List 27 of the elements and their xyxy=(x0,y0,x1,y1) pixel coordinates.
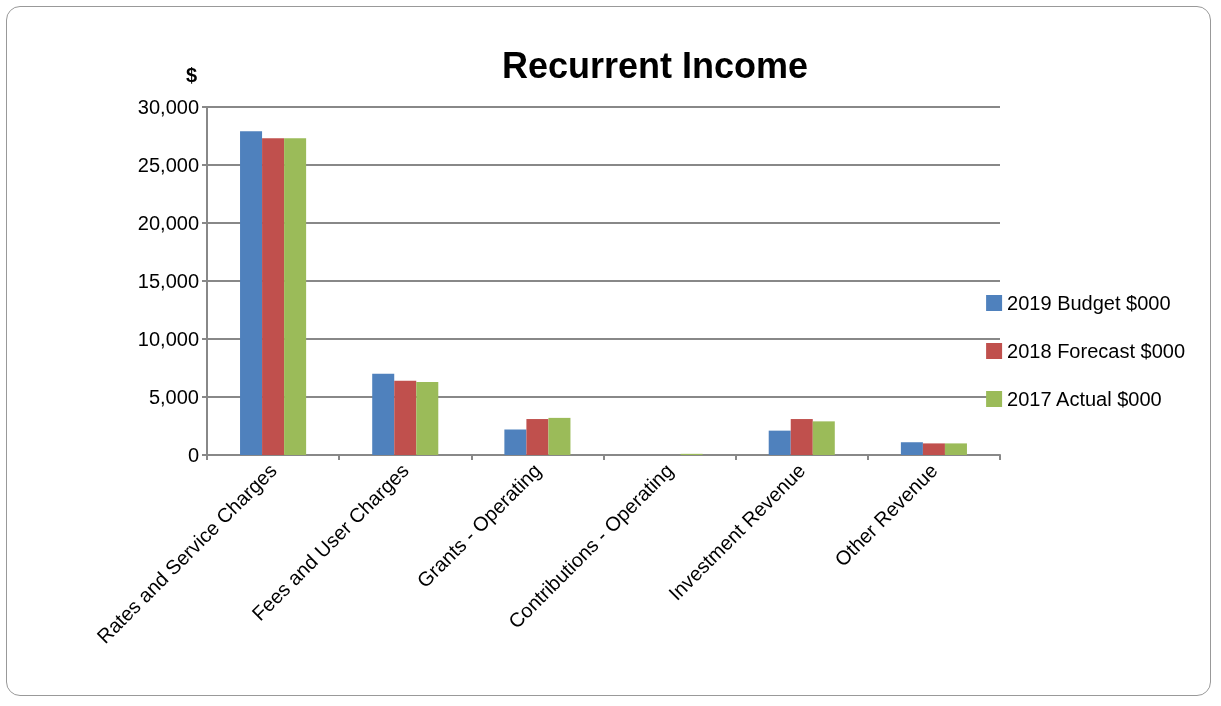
y-tick-label: 25,000 xyxy=(137,154,199,176)
bar xyxy=(812,421,835,455)
bar xyxy=(394,380,417,455)
bar xyxy=(416,381,439,455)
y-tick-label: 30,000 xyxy=(137,96,199,118)
bar xyxy=(240,131,263,455)
y-tick-label: 20,000 xyxy=(137,212,199,234)
chart-title: Recurrent Income xyxy=(502,44,809,86)
bar xyxy=(548,417,571,455)
bar xyxy=(284,138,307,455)
bar xyxy=(526,419,549,455)
y-axis-title: $ xyxy=(185,64,197,86)
y-tick-label: 5,000 xyxy=(148,386,199,408)
bar xyxy=(922,443,945,455)
bar xyxy=(262,138,285,455)
bar xyxy=(944,443,967,455)
y-tick-label: 10,000 xyxy=(137,328,199,350)
y-tick-label: 0 xyxy=(187,444,199,466)
legend-label: 2018 Forecast $000 xyxy=(1007,340,1186,362)
legend-label: 2019 Budget $000 xyxy=(1007,292,1171,314)
bar xyxy=(790,419,813,455)
legend-label: 2017 Actual $000 xyxy=(1007,388,1162,410)
bar xyxy=(372,373,395,455)
bar xyxy=(768,430,791,455)
bar xyxy=(504,429,527,455)
y-tick-label: 15,000 xyxy=(137,270,199,292)
bar xyxy=(900,442,923,455)
